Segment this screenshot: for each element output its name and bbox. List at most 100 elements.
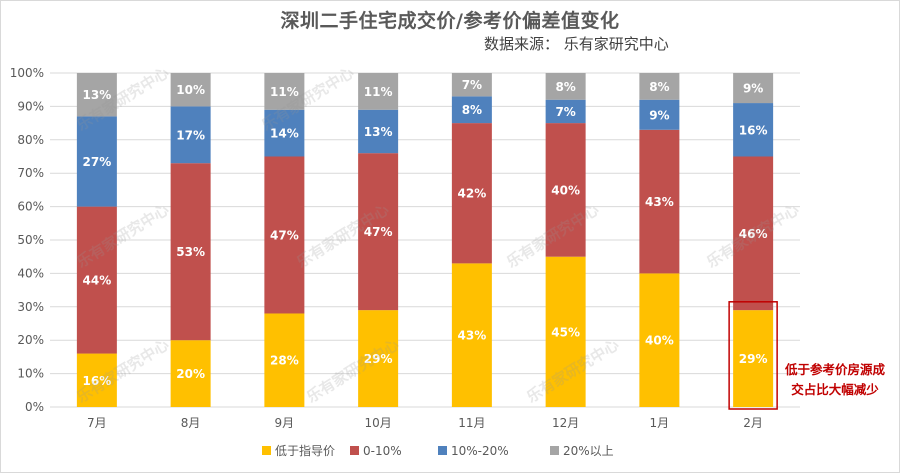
bar-segment: [170, 73, 211, 107]
bar-segment: [639, 273, 680, 407]
bar-segment: [451, 123, 492, 264]
bar-segment: [545, 256, 586, 407]
x-tick-label: 7月: [87, 416, 107, 430]
data-label: 16%: [739, 123, 768, 137]
data-label: 9%: [649, 108, 669, 122]
legend: 低于指导价 0-10% 10%-20% 20%以上: [262, 443, 614, 458]
data-label: 14%: [270, 127, 299, 141]
legend-swatch: [438, 446, 447, 455]
y-tick-label: 60%: [17, 200, 44, 214]
y-tick-label: 20%: [17, 333, 44, 347]
legend-label: 低于指导价: [275, 443, 335, 458]
bar-segment: [733, 310, 774, 407]
data-label: 43%: [458, 329, 487, 343]
data-label: 29%: [364, 352, 393, 366]
bar-segment: [358, 153, 399, 311]
data-label: 9%: [743, 82, 763, 96]
bar-segment: [451, 263, 492, 407]
data-label: 8%: [649, 80, 669, 94]
data-label: 53%: [176, 245, 205, 259]
data-label: 11%: [270, 85, 299, 99]
x-tick-label: 10月: [364, 416, 391, 430]
data-label: 42%: [458, 187, 487, 201]
bar-segment: [264, 313, 305, 407]
legend-swatch: [550, 446, 559, 455]
x-tick-label: 2月: [743, 416, 763, 430]
annotation: 低于参考价房源成 交占比大幅减少: [780, 360, 890, 400]
data-label: 8%: [462, 103, 482, 117]
bar-segment: [451, 96, 492, 124]
y-tick-label: 70%: [17, 166, 44, 180]
bars: [76, 73, 774, 407]
bar-segment: [170, 106, 211, 164]
data-label: 43%: [645, 195, 674, 209]
bar-segment: [358, 109, 399, 154]
data-label: 44%: [83, 274, 112, 288]
bar-segment: [545, 73, 586, 100]
bar-segment: [358, 73, 399, 110]
y-tick-label: 40%: [17, 266, 44, 280]
chart-title: 深圳二手住宅成交价/参考价偏差值变化: [280, 10, 620, 32]
data-label: 28%: [270, 354, 299, 368]
y-tick-label: 100%: [10, 66, 44, 80]
bar-segment: [639, 73, 680, 100]
annotation-line-2: 交占比大幅减少: [791, 382, 879, 397]
data-label: 8%: [555, 80, 575, 94]
bar-segment: [76, 206, 117, 354]
data-label: 45%: [551, 325, 580, 339]
bar-segment: [733, 156, 774, 311]
bar-segment: [76, 116, 117, 207]
y-tick-label: 30%: [17, 300, 44, 314]
data-label: 11%: [364, 85, 393, 99]
data-label: 46%: [739, 227, 768, 241]
x-tick-label: 8月: [181, 416, 201, 430]
x-tick-label: 9月: [275, 416, 295, 430]
bar-segment: [358, 310, 399, 407]
legend-swatch: [350, 446, 359, 455]
data-source: 数据来源： 乐有家研究中心: [484, 35, 669, 53]
data-label: 20%: [176, 367, 205, 381]
bar-segment: [639, 99, 680, 130]
data-label: 16%: [83, 374, 112, 388]
bar-segment: [76, 353, 117, 407]
data-label: 7%: [462, 78, 482, 92]
bar-segment: [733, 103, 774, 157]
y-tick-label: 80%: [17, 133, 44, 147]
y-axis: 0% 10% 20% 30% 40% 50% 60% 70% 80% 90% 100%: [10, 66, 44, 414]
data-label: 13%: [83, 88, 112, 102]
bar-segment: [264, 156, 305, 314]
x-tick-label: 11月: [458, 416, 485, 430]
y-tick-label: 50%: [17, 233, 44, 247]
bar-segment: [451, 73, 492, 97]
legend-swatch: [262, 446, 271, 455]
data-label: 40%: [645, 334, 674, 348]
data-label: 47%: [364, 225, 393, 239]
data-label: 13%: [364, 125, 393, 139]
data-label: 7%: [555, 105, 575, 119]
legend-label: 0-10%: [363, 444, 402, 458]
legend-label: 10%-20%: [451, 444, 509, 458]
highlight-box: [728, 301, 778, 410]
bar-segment: [264, 73, 305, 110]
data-label: 27%: [83, 155, 112, 169]
y-tick-label: 90%: [17, 99, 44, 113]
x-axis: 7月 8月 9月 10月 11月 12月 1月 2月: [87, 416, 763, 430]
bar-segment: [170, 163, 211, 341]
data-label: 47%: [270, 228, 299, 242]
bar-segment: [545, 99, 586, 124]
bar-segment: [264, 109, 305, 157]
annotation-line-1: 低于参考价房源成: [784, 362, 885, 377]
data-label: 40%: [551, 183, 580, 197]
legend-label: 20%以上: [563, 444, 614, 458]
bar-segment: [733, 73, 774, 104]
x-tick-label: 1月: [650, 416, 670, 430]
y-tick-label: 0%: [25, 400, 44, 414]
data-label: 10%: [176, 83, 205, 97]
bar-segment: [545, 123, 586, 257]
bar-segment: [170, 340, 211, 407]
bar-segment: [639, 129, 680, 274]
data-label: 17%: [176, 128, 205, 142]
data-label: 29%: [739, 352, 768, 366]
gridlines: [50, 72, 800, 408]
